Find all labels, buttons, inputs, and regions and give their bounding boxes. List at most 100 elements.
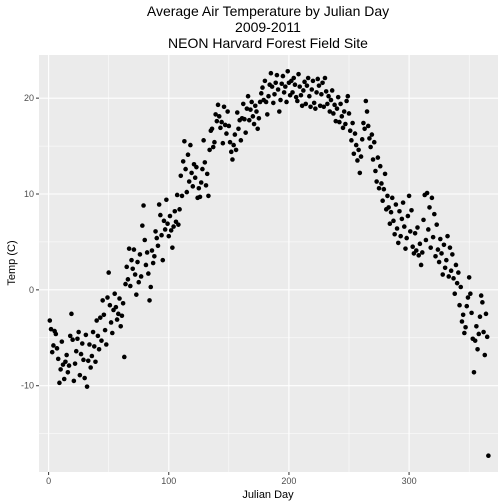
- data-point: [64, 352, 69, 358]
- data-point: [406, 193, 412, 199]
- data-point: [355, 158, 360, 163]
- data-point: [101, 312, 107, 318]
- data-point: [186, 179, 192, 184]
- data-point: [242, 116, 247, 122]
- data-point: [194, 164, 199, 170]
- data-point: [249, 99, 254, 105]
- data-point: [420, 250, 425, 255]
- data-point: [310, 78, 316, 84]
- data-point: [379, 181, 384, 186]
- data-point: [432, 211, 437, 217]
- data-point: [326, 93, 331, 99]
- data-point: [258, 91, 264, 96]
- data-point: [254, 109, 259, 114]
- data-point: [219, 119, 224, 125]
- data-point: [332, 102, 337, 108]
- data-point: [426, 227, 431, 232]
- data-point: [451, 276, 456, 281]
- data-point: [477, 314, 483, 320]
- data-point: [478, 293, 484, 298]
- data-point: [189, 170, 194, 176]
- data-point: [424, 190, 430, 196]
- data-point: [368, 144, 373, 150]
- data-point: [319, 92, 324, 97]
- data-point: [346, 111, 352, 116]
- data-point: [96, 347, 102, 352]
- data-point: [215, 102, 221, 108]
- x-tick-label: 200: [281, 476, 296, 486]
- data-point: [203, 183, 209, 188]
- data-point: [110, 330, 115, 336]
- data-point: [197, 194, 203, 200]
- data-point: [295, 98, 300, 104]
- data-point: [480, 300, 485, 305]
- data-point: [301, 88, 306, 93]
- data-point: [226, 123, 232, 129]
- data-point: [377, 163, 383, 169]
- data-point: [89, 353, 95, 359]
- data-point: [225, 109, 230, 114]
- data-point: [423, 237, 429, 243]
- data-point: [55, 356, 61, 362]
- data-point: [238, 138, 244, 143]
- data-point: [61, 376, 67, 382]
- data-point: [54, 346, 60, 351]
- data-point: [293, 94, 299, 100]
- data-point: [444, 257, 449, 263]
- data-point: [124, 264, 130, 270]
- plot-panel: [39, 55, 498, 472]
- data-point: [165, 221, 170, 227]
- data-point: [143, 262, 149, 268]
- data-point: [337, 119, 342, 125]
- data-point: [457, 302, 462, 308]
- data-point: [281, 90, 287, 95]
- y-tick-label: -10: [21, 381, 34, 391]
- data-point: [204, 171, 210, 177]
- x-axis-ticks: 0 100 200 300: [46, 472, 417, 486]
- data-point: [207, 147, 212, 153]
- data-point: [421, 217, 426, 223]
- data-point: [161, 218, 167, 224]
- data-point: [85, 358, 91, 364]
- data-point: [146, 271, 151, 276]
- data-point: [257, 99, 263, 105]
- data-point: [412, 231, 418, 236]
- data-point: [99, 338, 104, 343]
- data-point: [119, 313, 125, 319]
- data-point: [351, 151, 357, 157]
- data-point: [97, 315, 103, 320]
- data-point: [196, 185, 202, 191]
- data-point: [126, 246, 132, 251]
- data-point: [361, 120, 366, 126]
- data-points: [47, 69, 491, 459]
- data-point: [327, 109, 333, 114]
- data-point: [305, 75, 311, 81]
- data-point: [156, 202, 162, 207]
- data-point: [357, 170, 363, 176]
- data-point: [409, 208, 414, 213]
- data-point: [454, 280, 460, 286]
- data-point: [471, 370, 477, 375]
- data-point: [256, 115, 262, 121]
- data-point: [385, 193, 390, 199]
- data-point: [438, 236, 443, 242]
- data-point: [442, 265, 448, 271]
- data-point: [202, 160, 208, 165]
- data-point: [463, 324, 468, 330]
- data-point: [248, 107, 253, 112]
- data-point: [82, 375, 87, 381]
- data-point: [255, 126, 260, 132]
- data-point: [394, 226, 400, 231]
- data-point: [338, 101, 343, 107]
- data-point: [233, 147, 239, 153]
- data-point: [401, 224, 407, 229]
- data-point: [88, 365, 93, 370]
- data-point: [95, 333, 101, 339]
- data-point: [429, 195, 435, 201]
- data-point: [218, 125, 223, 131]
- data-point: [222, 122, 228, 128]
- data-point: [200, 166, 205, 172]
- data-point: [398, 233, 403, 239]
- data-point: [174, 192, 180, 198]
- data-point: [90, 329, 96, 335]
